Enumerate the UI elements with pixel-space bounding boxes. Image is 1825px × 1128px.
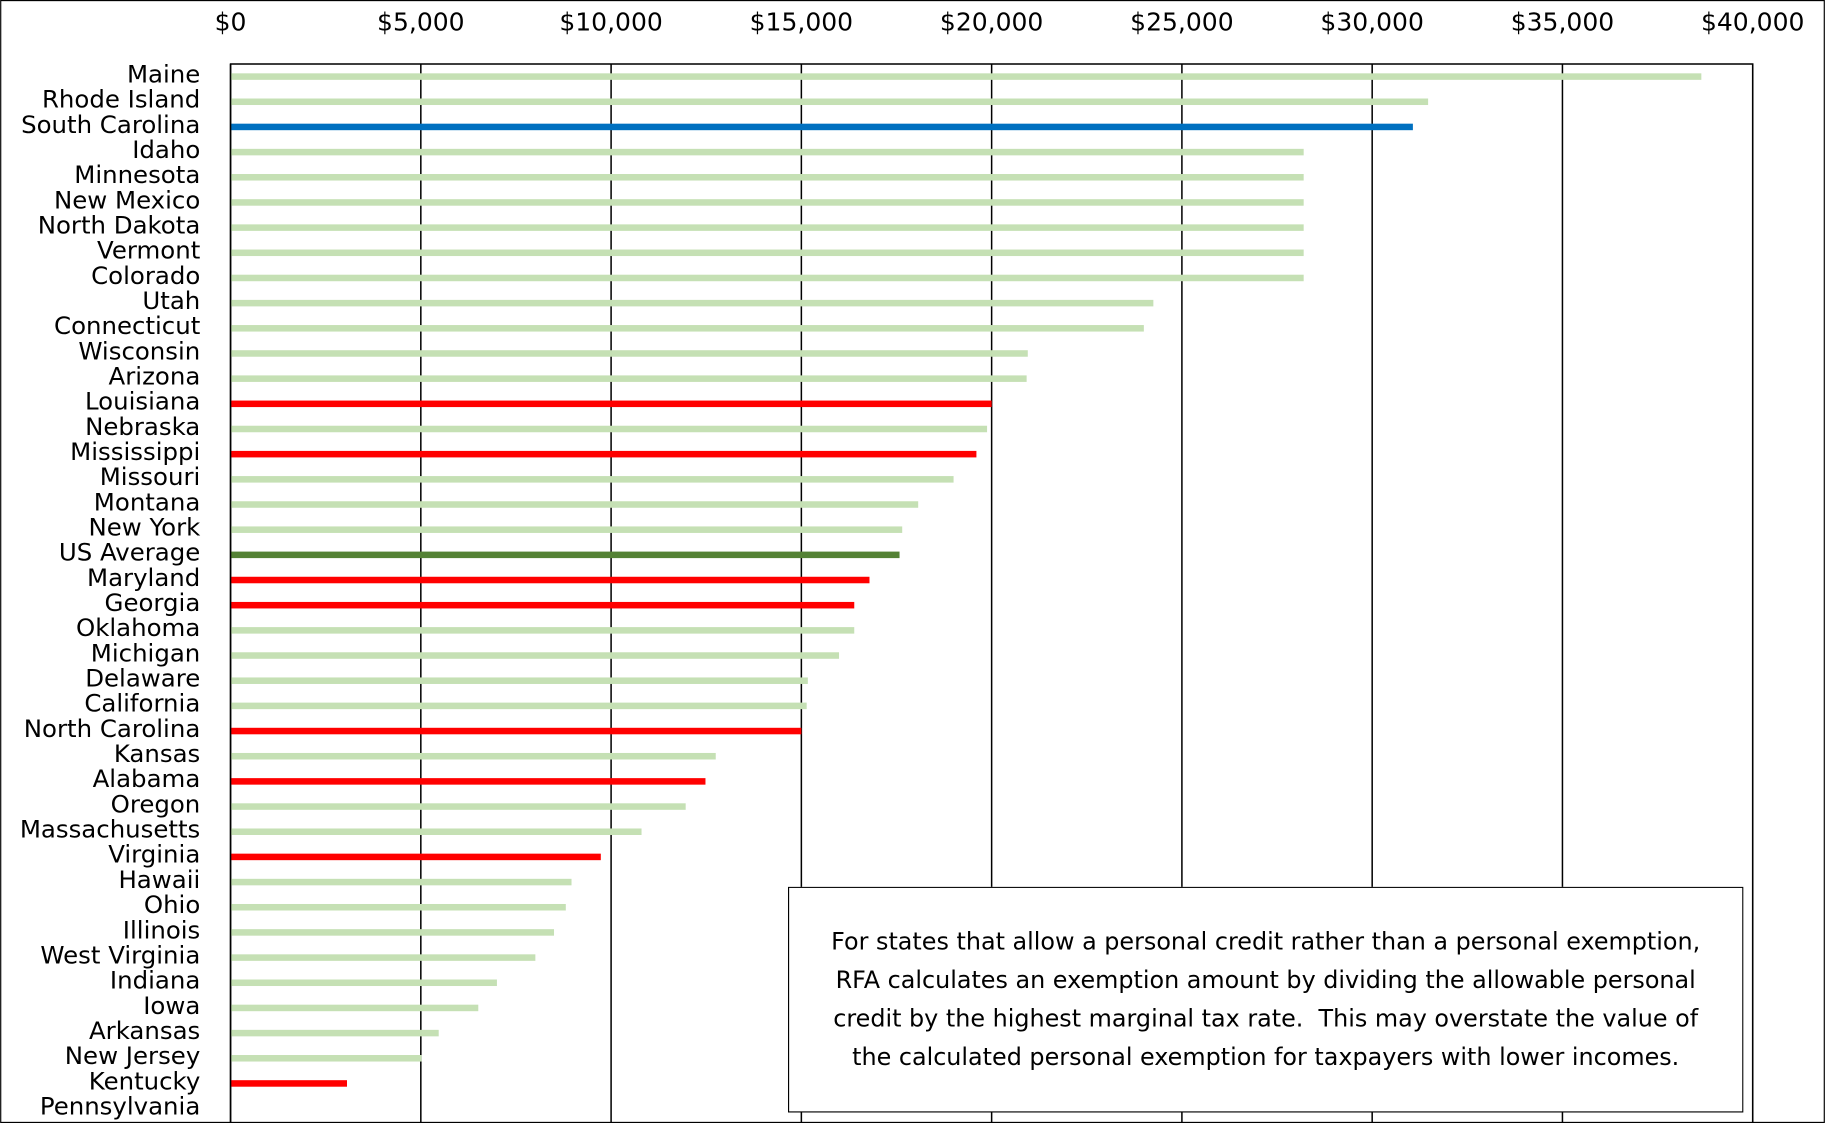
bar — [230, 501, 919, 508]
y-tick-label: Oklahoma — [76, 613, 200, 642]
y-tick-label: New Mexico — [54, 185, 200, 214]
x-tick-label: $5,000 — [377, 7, 465, 36]
bar — [230, 299, 1154, 307]
y-tick-label: Nebraska — [85, 412, 200, 441]
bar — [230, 274, 1304, 282]
bar — [230, 727, 802, 735]
y-tick-label: Michigan — [91, 638, 201, 667]
y-tick-label: Vermont — [97, 236, 200, 265]
y-tick-label: Minnesota — [74, 160, 200, 189]
x-tick-label: $30,000 — [1320, 7, 1423, 36]
y-tick-label: North Carolina — [24, 714, 201, 743]
bar — [230, 803, 686, 810]
y-tick-label: Rhode Island — [42, 85, 200, 114]
bar — [230, 476, 954, 483]
x-tick-label: $10,000 — [559, 7, 662, 36]
y-tick-label: Arizona — [109, 361, 201, 390]
bar — [230, 249, 1304, 257]
y-tick-label: Montana — [94, 487, 200, 516]
bar — [230, 929, 555, 936]
y-tick-label: Indiana — [110, 966, 200, 995]
annotation-box: For states that allow a personal credit … — [787, 886, 1744, 1113]
y-tick-label: Maine — [127, 59, 200, 88]
y-tick-label: California — [84, 689, 200, 718]
bar — [230, 1080, 347, 1087]
bar — [230, 954, 536, 961]
x-tick-label: $35,000 — [1511, 7, 1614, 36]
y-tick-label: Virginia — [108, 840, 200, 869]
bar — [230, 174, 1304, 181]
bar — [230, 576, 870, 584]
bar — [230, 878, 572, 886]
x-tick-label: $0 — [215, 7, 247, 36]
bar — [230, 652, 840, 659]
x-tick-label: $15,000 — [750, 7, 853, 36]
bar — [230, 375, 1027, 382]
y-tick-label: Connecticut — [54, 311, 200, 340]
y-tick-label: Idaho — [132, 135, 200, 164]
y-tick-label: Illinois — [123, 915, 201, 944]
y-tick-label: Alabama — [93, 764, 201, 793]
bar — [230, 551, 900, 559]
bar — [230, 224, 1304, 231]
bar — [230, 979, 497, 987]
y-tick-label: Kentucky — [89, 1066, 201, 1095]
bar — [230, 1055, 422, 1062]
bar — [230, 98, 1429, 106]
bar — [230, 778, 706, 785]
bar — [230, 1004, 479, 1012]
y-tick-label: Colorado — [91, 261, 200, 290]
bar — [230, 526, 903, 533]
bar — [230, 853, 601, 861]
y-tick-label: Oregon — [111, 789, 201, 818]
annotation: For states that allow a personal credit … — [787, 886, 1744, 1113]
y-tick-label: Mississippi — [70, 437, 200, 466]
y-tick-label: West Virginia — [40, 940, 200, 969]
bar — [230, 148, 1304, 156]
y-tick-label: North Dakota — [38, 210, 201, 239]
y-tick-label: Louisiana — [85, 387, 200, 416]
y-tick-label: Arkansas — [89, 1016, 200, 1045]
y-tick-label: Massachusetts — [20, 815, 200, 844]
bar — [230, 677, 808, 684]
bar — [230, 828, 642, 835]
y-tick-label: Georgia — [105, 588, 201, 617]
x-tick-label: $20,000 — [940, 7, 1043, 36]
y-tick-label: US Average — [59, 538, 200, 567]
bar — [230, 325, 1144, 332]
y-tick-label: Maryland — [87, 563, 200, 592]
bar — [230, 400, 992, 408]
x-tick-label: $40,000 — [1701, 7, 1804, 36]
bar — [230, 702, 807, 710]
y-tick-label: Kansas — [114, 739, 200, 768]
bar — [230, 350, 1028, 357]
bar — [230, 199, 1304, 206]
y-tick-label: Utah — [142, 286, 200, 315]
y-tick-label: New Jersey — [65, 1041, 201, 1070]
y-tick-label: South Carolina — [21, 110, 200, 139]
bar — [230, 73, 1702, 80]
y-tick-label: Pennsylvania — [40, 1091, 200, 1120]
y-tick-label: New York — [88, 513, 201, 542]
y-tick-label: Delaware — [85, 664, 200, 693]
bar — [230, 903, 566, 911]
y-tick-label: Ohio — [144, 890, 200, 919]
bar — [230, 1029, 439, 1037]
x-tick-label: $25,000 — [1130, 7, 1233, 36]
bar — [230, 627, 855, 634]
bar — [230, 601, 855, 609]
bar — [230, 123, 1413, 131]
bar — [230, 752, 716, 760]
bar — [230, 450, 977, 458]
y-tick-label: Missouri — [100, 462, 201, 491]
y-tick-label: Iowa — [143, 991, 200, 1020]
bar — [230, 425, 988, 433]
y-tick-label: Wisconsin — [78, 336, 200, 365]
y-tick-label: Hawaii — [118, 865, 200, 894]
